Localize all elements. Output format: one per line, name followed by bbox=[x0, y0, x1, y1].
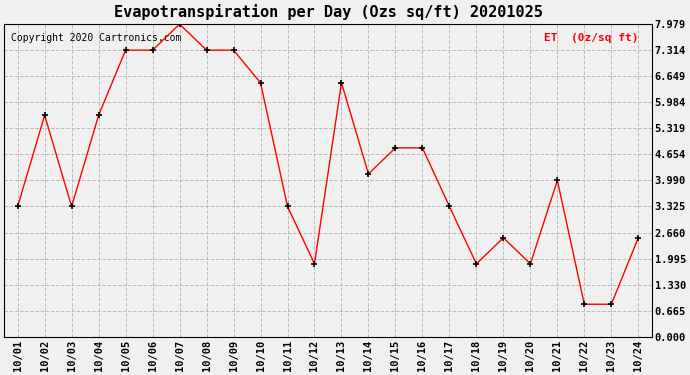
Text: ET  (0z/sq ft): ET (0z/sq ft) bbox=[544, 33, 639, 44]
Text: Copyright 2020 Cartronics.com: Copyright 2020 Cartronics.com bbox=[10, 33, 181, 44]
Title: Evapotranspiration per Day (Ozs sq/ft) 20201025: Evapotranspiration per Day (Ozs sq/ft) 2… bbox=[114, 4, 542, 20]
